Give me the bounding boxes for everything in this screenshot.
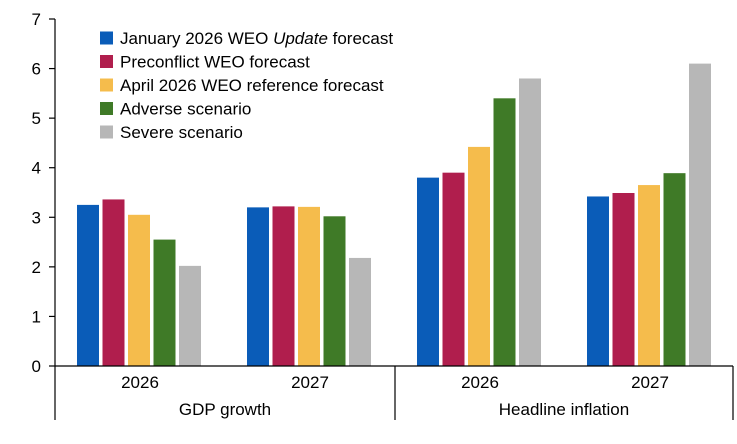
y-tick-label: 6	[32, 60, 41, 79]
legend: January 2026 WEO Update forecast Preconfl…	[100, 29, 393, 142]
y-tick-label: 0	[32, 357, 41, 376]
legend-label: Adverse scenario	[120, 100, 251, 119]
bar-2-category-2	[272, 206, 295, 366]
x-category-label: 2026	[461, 373, 499, 392]
legend-label: Severe scenario	[120, 123, 243, 142]
bar-3-category-2	[298, 206, 320, 366]
x-category-label: 2026	[121, 373, 159, 392]
y-tick-label: 5	[32, 109, 41, 128]
bar-1-category-3	[417, 177, 439, 366]
bar-1-category-2	[247, 207, 269, 366]
bar-5-category-1	[179, 265, 201, 366]
bar-5-category-3	[519, 78, 541, 366]
legend-swatch	[100, 55, 113, 68]
bar-2-category-3	[442, 172, 465, 366]
axes-layer: 0 1 2 3 4 5 6 7 2026 2027 2026 2027 GDP growth Headli…	[32, 10, 734, 420]
legend-label: Preconflict WEO forecast	[120, 53, 310, 72]
bar-3-category-4	[638, 185, 660, 366]
legend-label: January 2026 WEO Update forecast	[120, 29, 393, 48]
y-tick-label: 4	[32, 159, 41, 178]
bar-4-category-1	[153, 239, 176, 366]
bar-2-category-4	[612, 192, 635, 366]
bar-5-category-2	[349, 257, 371, 366]
bars-layer	[77, 63, 711, 367]
legend-swatch	[100, 31, 113, 45]
legend-swatch	[100, 125, 113, 139]
legend-swatch	[100, 78, 113, 92]
x-category-label: 2027	[631, 373, 669, 392]
x-group-label: GDP growth	[179, 400, 271, 419]
bar-1-category-1	[77, 204, 99, 366]
bar-3-category-1	[128, 214, 150, 366]
bar-3-category-3	[468, 146, 490, 366]
legend-label: April 2026 WEO reference forecast	[120, 76, 384, 95]
y-tick-label: 1	[32, 307, 41, 326]
bar-4-category-3	[493, 98, 516, 367]
bar-4-category-4	[663, 173, 686, 366]
bar-4-category-2	[323, 216, 346, 366]
y-tick-label: 7	[32, 10, 41, 29]
legend-swatch	[100, 102, 113, 115]
bar-2-category-1	[102, 199, 125, 366]
x-category-label: 2027	[291, 373, 329, 392]
x-group-label: Headline inflation	[499, 400, 629, 419]
y-tick-label: 3	[32, 208, 41, 227]
bar-5-category-4	[689, 63, 711, 366]
bar-1-category-4	[587, 196, 609, 366]
y-tick-label: 2	[32, 258, 41, 277]
